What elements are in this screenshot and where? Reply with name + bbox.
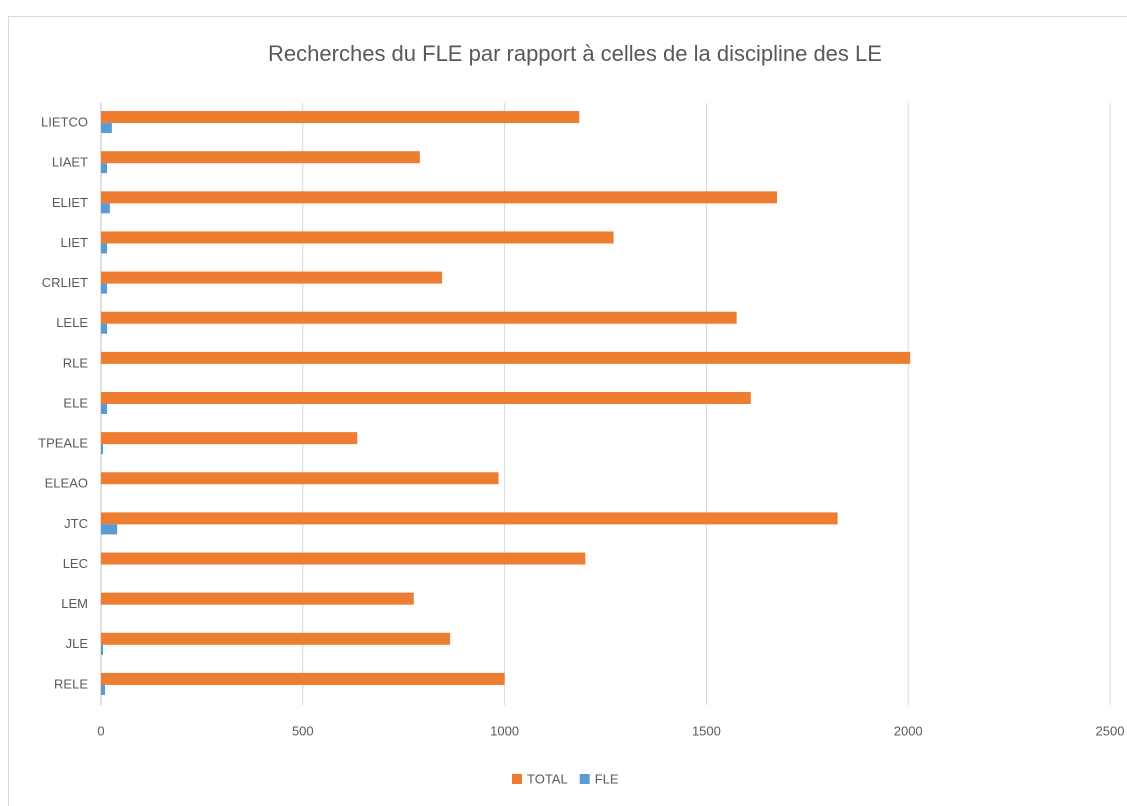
bar (101, 552, 586, 565)
y-tick-label: RLE (63, 355, 89, 370)
bar (101, 351, 911, 364)
bar (101, 404, 108, 414)
y-tick-label: CRLIET (42, 275, 88, 290)
bar (101, 311, 737, 324)
legend-swatch (579, 774, 590, 784)
bar (101, 323, 108, 334)
bar (101, 472, 499, 485)
legend-label: FLE (595, 771, 619, 786)
y-tick-label: ELEAO (45, 476, 88, 491)
chart-frame (8, 16, 1127, 806)
bar (101, 592, 414, 605)
y-tick-label: LIET (61, 235, 89, 250)
y-tick-label: TPEALE (38, 436, 88, 451)
bar (101, 684, 106, 695)
y-tick-label: LELE (56, 315, 88, 330)
x-tick-label: 1000 (490, 723, 519, 738)
y-tick-label: RELE (54, 676, 88, 691)
x-tick-label: 0 (97, 723, 104, 738)
bar (101, 271, 443, 284)
bar (101, 203, 110, 214)
bar (101, 444, 104, 455)
bar (101, 632, 451, 645)
y-tick-label: ELE (63, 395, 88, 410)
bar (101, 151, 420, 164)
x-tick-label: 500 (292, 723, 314, 738)
bar (101, 524, 118, 535)
bar (101, 191, 778, 204)
bar (101, 283, 108, 294)
bar (101, 512, 838, 525)
legend-swatch (512, 774, 522, 784)
bar (101, 111, 580, 124)
bar (101, 392, 751, 404)
y-tick-label: ELIET (52, 195, 88, 210)
bar (101, 672, 505, 685)
y-tick-label: LEC (63, 556, 88, 571)
legend-label: TOTAL (527, 771, 568, 786)
bar (101, 231, 614, 244)
x-tick-label: 1500 (692, 723, 721, 738)
bar (101, 243, 108, 254)
bar (101, 432, 358, 445)
y-tick-label: LIAET (52, 155, 88, 170)
bar (101, 123, 112, 134)
x-tick-label: 2000 (894, 723, 923, 738)
y-tick-label: JTC (64, 516, 88, 531)
y-tick-label: LEM (61, 596, 88, 611)
y-tick-label: JLE (66, 636, 89, 651)
x-tick-label: 2500 (1096, 723, 1125, 738)
bar (101, 163, 108, 174)
chart-title: Recherches du FLE par rapport à celles d… (268, 41, 882, 66)
y-tick-label: LIETCO (41, 115, 88, 130)
bar (101, 644, 104, 655)
